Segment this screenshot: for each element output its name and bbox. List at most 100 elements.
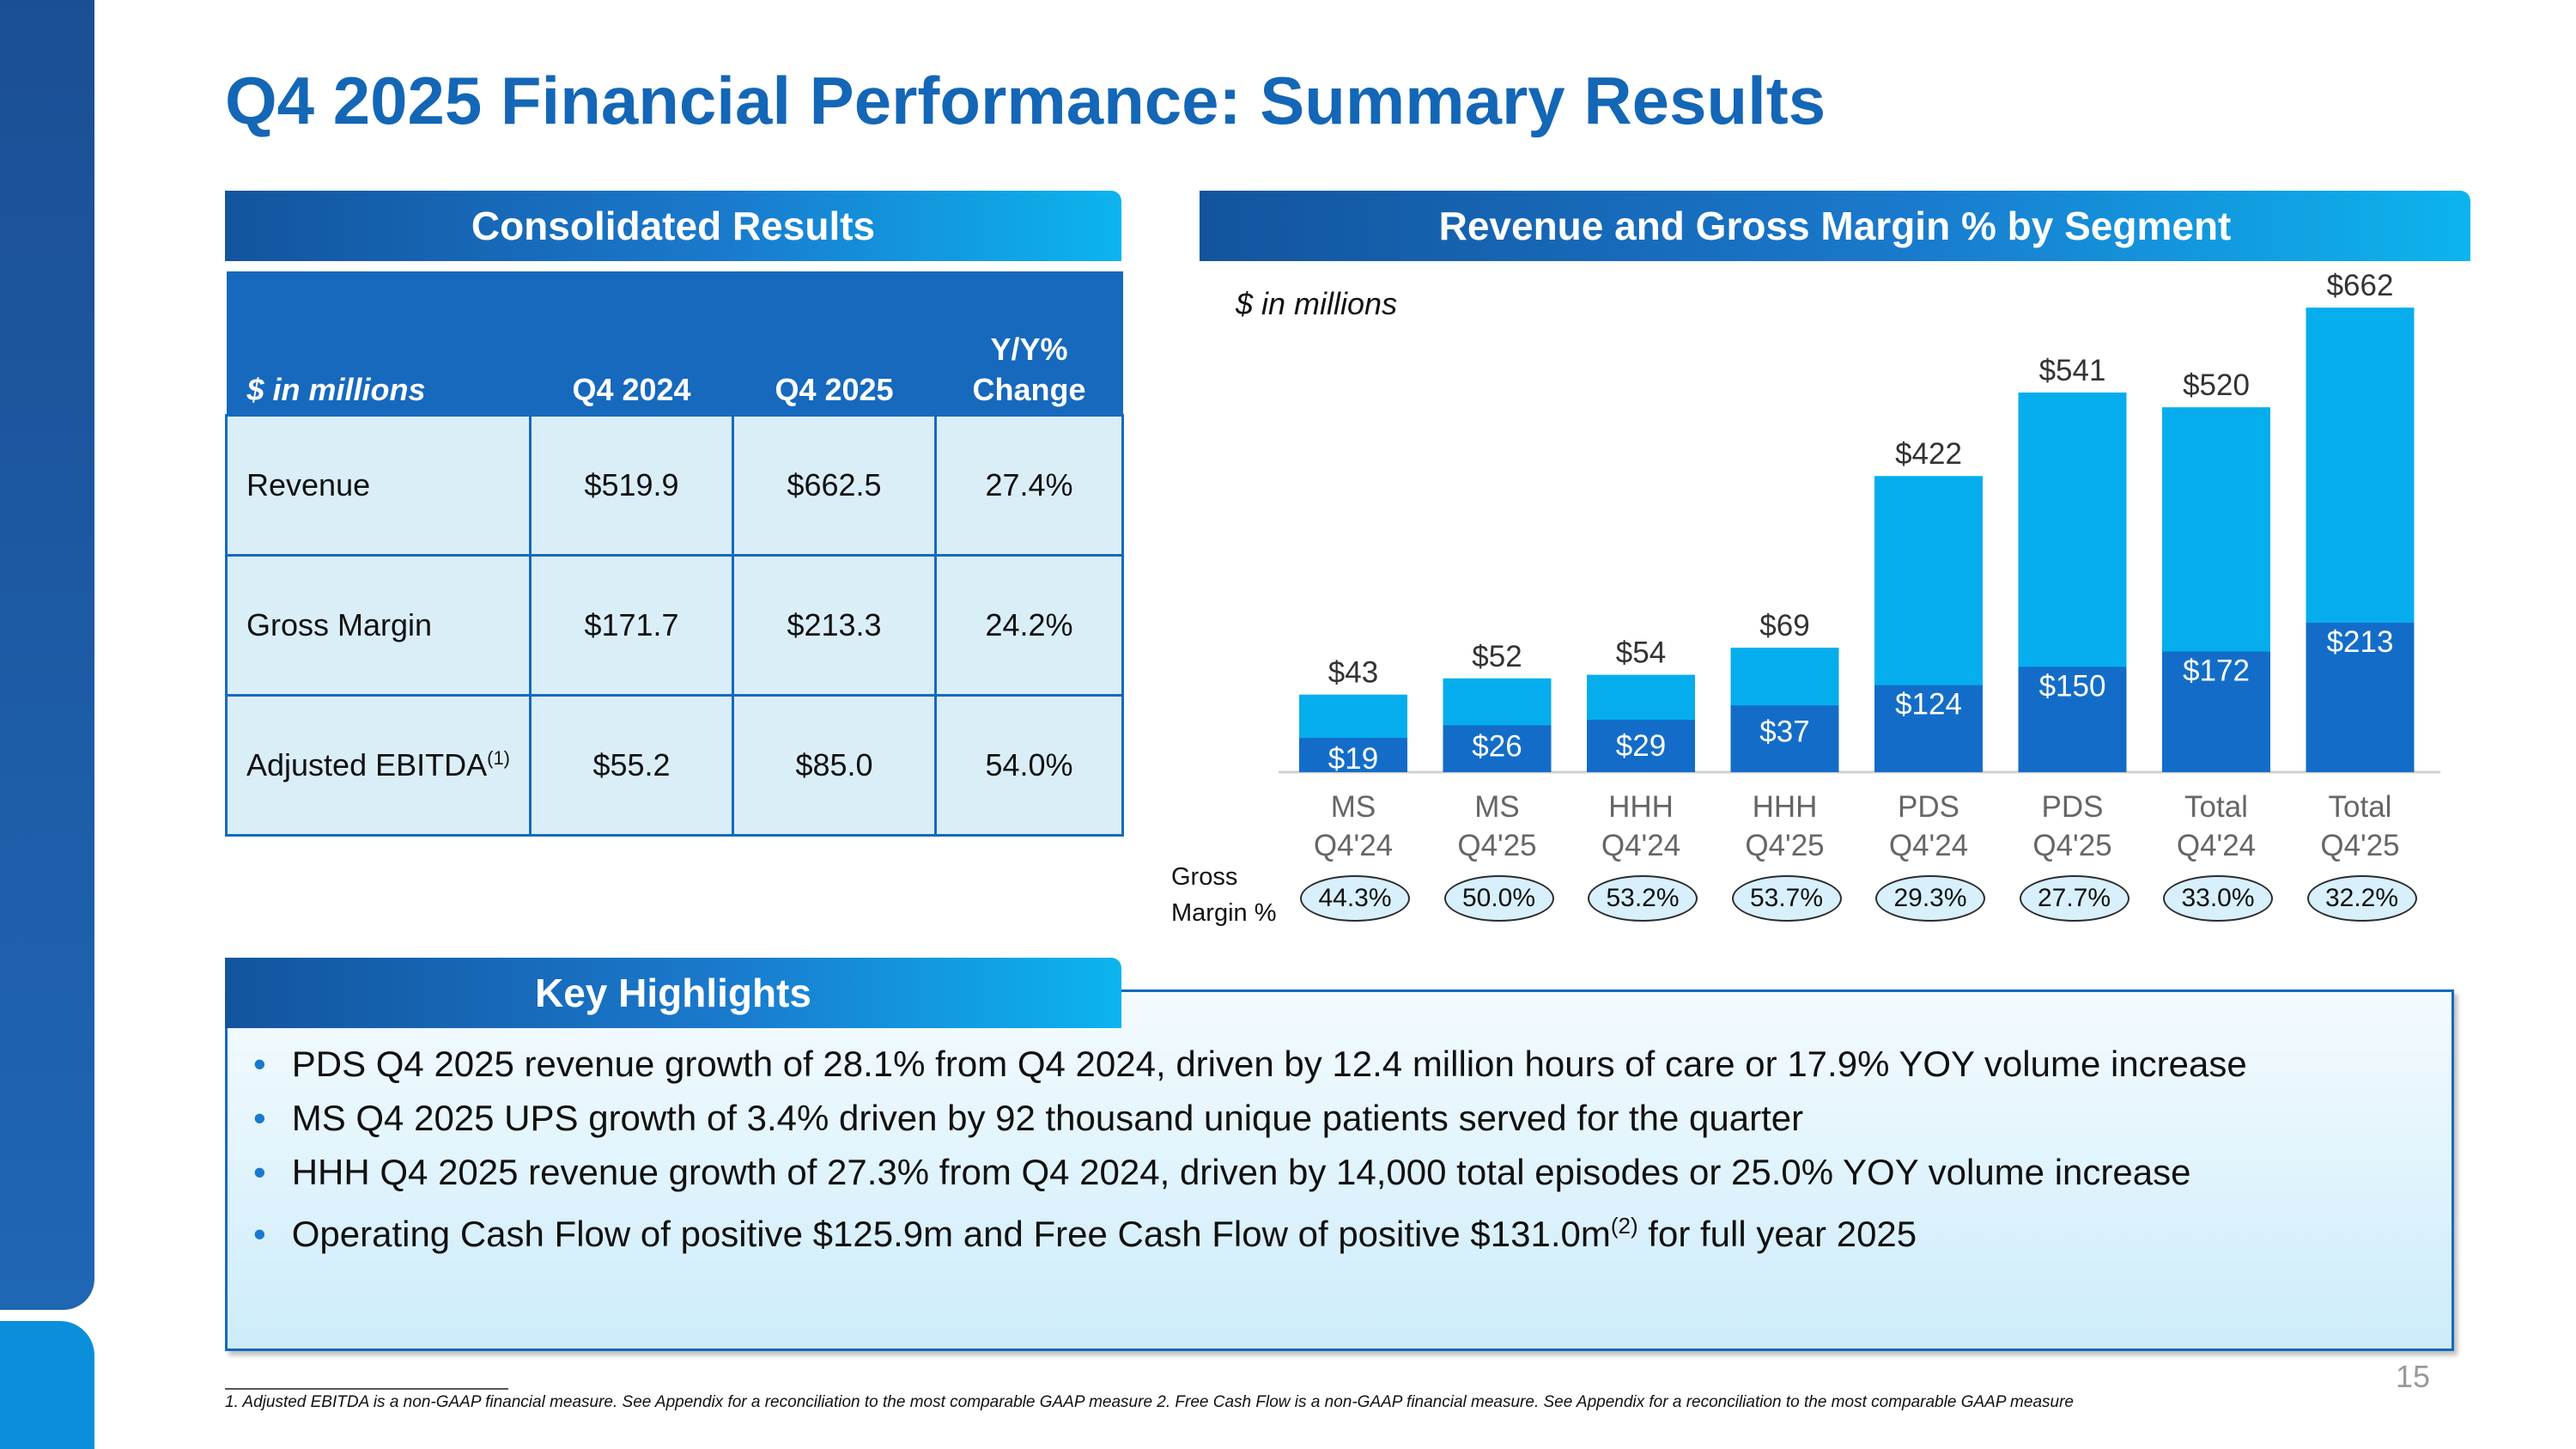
key-highlights-box: • PDS Q4 2025 revenue growth of 28.1% fro… xyxy=(225,989,2454,1351)
sidebar-accent-bottom xyxy=(0,1321,94,1449)
segment-bar-chart: $ in millions $43 $19 MS Q4'24 $52 $26 MS Q4'25… xyxy=(1235,269,2440,862)
tick-label-segment: PDS xyxy=(2042,790,2104,824)
header-yy-change: Y/Y% Change xyxy=(935,271,1123,416)
gross-margin-pct-pill: 27.7% xyxy=(2019,875,2129,922)
list-item: • PDS Q4 2025 revenue growth of 28.1% fro… xyxy=(253,1037,2451,1091)
tick-label-segment: HHH xyxy=(1753,790,1818,824)
bullet-icon: • xyxy=(253,1098,266,1138)
data-label-revenue: $520 xyxy=(2183,368,2250,402)
row-label-revenue: Revenue xyxy=(225,414,532,557)
data-label-gross-margin: $37 xyxy=(1759,715,1809,748)
gross-margin-pct-pill: 33.0% xyxy=(2163,875,2273,922)
cell-change: 27.4% xyxy=(934,414,1124,557)
gross-margin-pct-pill: 53.2% xyxy=(1588,875,1698,922)
sidebar-accent-top xyxy=(0,0,94,1310)
list-item: • HHH Q4 2025 revenue growth of 27.3% fro… xyxy=(253,1145,2451,1199)
footnote-divider xyxy=(225,1388,508,1390)
tick-label-segment: PDS xyxy=(1898,790,1959,824)
bar-gross-margin xyxy=(2018,667,2127,772)
bar-gross-margin xyxy=(2306,622,2415,772)
tick-label-segment: Total xyxy=(2329,790,2392,824)
tick-label-period: Q4'25 xyxy=(1457,829,1536,862)
tick-label-segment: Total xyxy=(2184,790,2248,824)
data-label-gross-margin: $29 xyxy=(1616,729,1666,763)
page-number: 15 xyxy=(2396,1359,2431,1394)
gross-margin-pct-pill: 32.2% xyxy=(2306,875,2417,922)
data-label-gross-margin: $172 xyxy=(2183,654,2250,687)
consolidated-results-banner: Consolidated Results xyxy=(225,191,1121,261)
header-q4-2024: Q4 2024 xyxy=(530,271,733,416)
gross-margin-pct-pill: 44.3% xyxy=(1300,875,1410,922)
bar-gross-margin xyxy=(1299,738,1407,772)
row-label-text: Adjusted EBITDA xyxy=(246,747,488,782)
cell-q4-2024: $519.9 xyxy=(529,414,734,557)
bar-gross-margin xyxy=(1443,725,1552,772)
cell-change: 54.0% xyxy=(934,694,1124,837)
data-label-gross-margin: $124 xyxy=(1895,688,1962,721)
footnote-ref-2: (2) xyxy=(1610,1213,1638,1239)
tick-label-period: Q4'24 xyxy=(2177,829,2256,862)
tick-label-segment: HHH xyxy=(1608,790,1674,824)
data-label-gross-margin: $19 xyxy=(1328,742,1378,776)
highlight-text-tail: for full year 2025 xyxy=(1637,1214,1917,1254)
data-label-revenue: $52 xyxy=(1472,640,1522,673)
footnote-ref-1: (1) xyxy=(487,747,511,769)
gm-label-line2: Margin % xyxy=(1171,899,1277,928)
tick-label-period: Q4'24 xyxy=(1601,829,1680,862)
footnote-text: 1. Adjusted EBITDA is a non-GAAP financi… xyxy=(225,1393,2074,1411)
data-label-revenue: $662 xyxy=(2327,269,2394,302)
cell-q4-2025: $213.3 xyxy=(732,554,937,697)
data-label-gross-margin: $150 xyxy=(2039,669,2106,703)
chart-units-label: $ in millions xyxy=(1235,286,1397,321)
bullet-icon: • xyxy=(253,1152,266,1192)
gm-label-line1: Gross xyxy=(1171,863,1238,891)
cell-q4-2025: $85.0 xyxy=(732,694,937,837)
row-label-text: Revenue xyxy=(246,467,371,502)
row-label-gross-margin: Gross Margin xyxy=(225,554,532,697)
tick-label-segment: MS xyxy=(1331,790,1376,824)
data-label-revenue: $422 xyxy=(1895,437,1962,471)
table-header-row: $ in millions Q4 2024 Q4 2025 Y/Y% Change xyxy=(226,271,1123,416)
row-label-adjusted-ebitda: Adjusted EBITDA(1) xyxy=(225,694,532,837)
gross-margin-pct-pill: 29.3% xyxy=(1875,875,1985,922)
header-change-line1: Y/Y% xyxy=(990,332,1068,368)
key-highlights-banner: Key Highlights xyxy=(225,958,1121,1028)
consolidated-results-table: $ in millions Q4 2024 Q4 2025 Y/Y% Change… xyxy=(225,271,1124,837)
table-row: Revenue $519.9 $662.5 27.4% xyxy=(225,414,1124,557)
highlight-text: HHH Q4 2025 revenue growth of 27.3% from… xyxy=(291,1152,2191,1192)
highlight-text: MS Q4 2025 UPS growth of 3.4% driven by … xyxy=(291,1098,1804,1138)
bar-gross-margin xyxy=(2162,651,2270,772)
gross-margin-row-label: Gross Margin % xyxy=(1171,859,1277,931)
data-label-revenue: $43 xyxy=(1328,656,1378,690)
data-label-gross-margin: $26 xyxy=(1472,729,1522,763)
bar-gross-margin xyxy=(1587,720,1695,772)
list-item: • MS Q4 2025 UPS growth of 3.4% driven by… xyxy=(253,1091,2451,1145)
tick-label-segment: MS xyxy=(1474,790,1520,824)
bullet-icon: • xyxy=(253,1214,266,1254)
data-label-revenue: $69 xyxy=(1759,609,1809,642)
header-change-line2: Change xyxy=(972,372,1086,408)
data-label-gross-margin: $213 xyxy=(2327,625,2394,659)
highlight-text: PDS Q4 2025 revenue growth of 28.1% from… xyxy=(291,1044,2247,1084)
data-label-revenue: $541 xyxy=(2039,354,2106,387)
row-label-text: Gross Margin xyxy=(246,607,433,642)
tick-label-period: Q4'24 xyxy=(1889,829,1968,862)
tick-label-period: Q4'25 xyxy=(2032,829,2111,862)
cell-q4-2024: $171.7 xyxy=(529,554,734,697)
cell-q4-2025: $662.5 xyxy=(732,414,937,557)
header-units: $ in millions xyxy=(226,271,531,416)
cell-q4-2024: $55.2 xyxy=(529,694,734,837)
tick-label-period: Q4'24 xyxy=(1314,829,1393,862)
bar-gross-margin xyxy=(1874,685,1983,772)
segment-chart-banner: Revenue and Gross Margin % by Segment xyxy=(1200,191,2470,261)
table-row: Adjusted EBITDA(1) $55.2 $85.0 54.0% xyxy=(225,694,1124,837)
gross-margin-pct-pill: 50.0% xyxy=(1443,875,1554,922)
cell-change: 24.2% xyxy=(934,554,1124,697)
highlight-text: Operating Cash Flow of positive $125.9m … xyxy=(291,1214,1611,1254)
list-item: • Operating Cash Flow of positive $125.9m… xyxy=(253,1199,2451,1261)
page-title: Q4 2025 Financial Performance: Summary R… xyxy=(225,63,1826,138)
bullet-icon: • xyxy=(253,1044,266,1084)
data-label-revenue: $54 xyxy=(1616,636,1666,670)
tick-label-period: Q4'25 xyxy=(2320,829,2399,862)
bar-gross-margin xyxy=(1730,705,1839,772)
